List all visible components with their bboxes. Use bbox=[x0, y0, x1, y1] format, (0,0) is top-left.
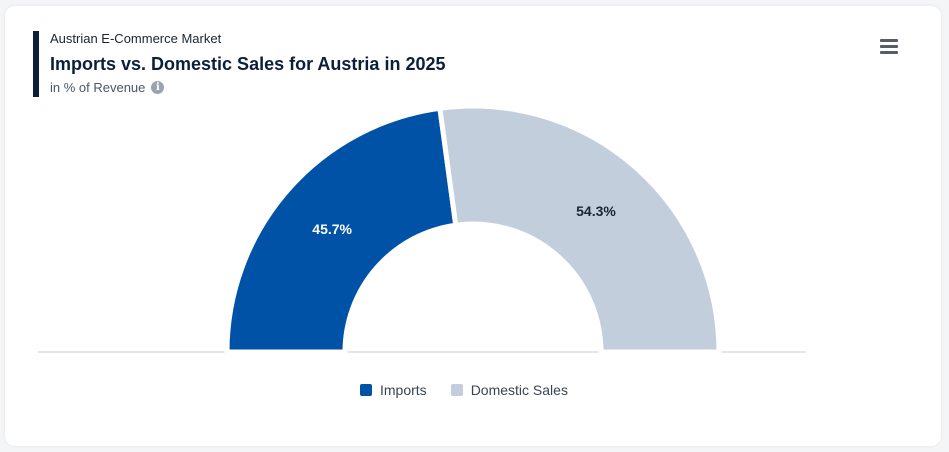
legend-label-domestic-sales: Domestic Sales bbox=[470, 382, 568, 398]
data-label-imports: 45.7% bbox=[312, 221, 352, 237]
data-label-domestic-sales: 54.3% bbox=[576, 203, 616, 219]
chart-kicker: Austrian E-Commerce Market bbox=[50, 31, 222, 46]
legend-swatch-imports bbox=[360, 384, 372, 396]
hamburger-menu-icon-line bbox=[880, 45, 898, 48]
legend-swatch-domestic-sales bbox=[450, 384, 463, 396]
title-accent-bar bbox=[33, 31, 39, 97]
chart-title: Imports vs. Domestic Sales for Austria i… bbox=[50, 54, 446, 74]
info-icon[interactable]: i bbox=[151, 81, 165, 94]
legend-item-imports[interactable]: Imports bbox=[360, 382, 427, 398]
hamburger-menu-icon-line bbox=[880, 51, 898, 54]
slice-domestic-sales[interactable] bbox=[437, 103, 722, 355]
slice-imports[interactable] bbox=[224, 105, 459, 355]
hamburger-menu-icon bbox=[880, 39, 898, 42]
chart-menu-button[interactable] bbox=[876, 36, 902, 58]
chart-legend: Imports Domestic Sales bbox=[360, 382, 568, 398]
subtitle-row: in % of Revenue i bbox=[50, 80, 165, 95]
legend-label-imports: Imports bbox=[380, 382, 427, 398]
legend-item-domestic-sales[interactable]: Domestic Sales bbox=[450, 382, 568, 398]
chart-subtitle: in % of Revenue bbox=[50, 80, 146, 95]
